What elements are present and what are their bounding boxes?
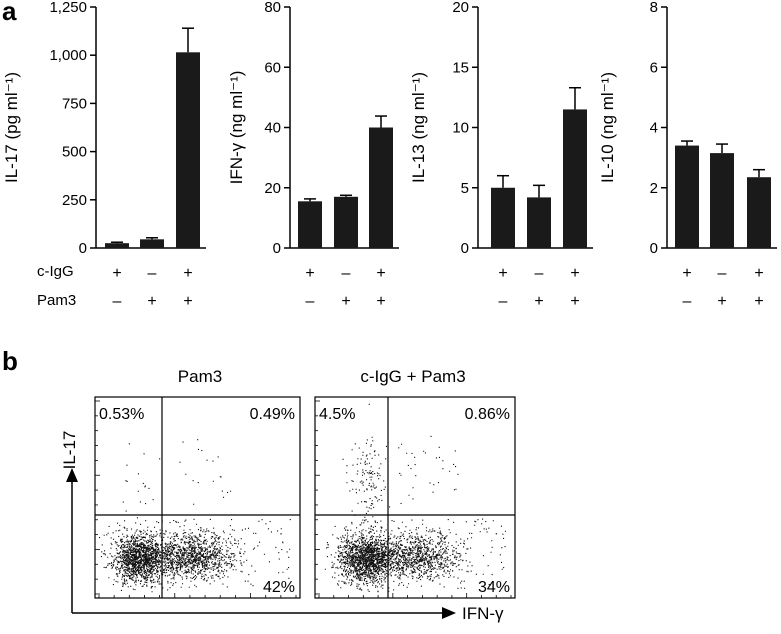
flow-plot-1-upper-right-percent: 0.86% <box>465 406 510 423</box>
bar-chart-2-pam3-sign: + <box>570 293 579 310</box>
bar-chart-3-pam3-sign: + <box>754 293 763 310</box>
flow-y-axis-label: IL-17 <box>60 431 79 470</box>
bar-chart-0-pam3-sign: + <box>147 293 156 310</box>
panel-a-label: a <box>2 0 17 26</box>
flow-plot-0-upper-right-percent: 0.49% <box>250 406 295 423</box>
bar-chart-1-ytick-label: 20 <box>264 180 281 197</box>
bar-chart-0-cigg-sign: + <box>112 265 121 282</box>
bar-chart-2-cigg-sign: – <box>535 265 544 282</box>
bar-chart-0-ytick-label: 250 <box>62 192 87 209</box>
bar-chart-2-bar <box>563 109 587 248</box>
condition-row2-label: Pam3 <box>37 292 76 309</box>
bar-chart-0-cigg-sign: + <box>183 265 192 282</box>
flow-plot-1-upper-left-percent: 4.5% <box>319 406 355 423</box>
flow-x-axis-label: IFN-γ <box>462 604 504 623</box>
bar-chart-3-pam3-sign: + <box>717 293 726 310</box>
bar-chart-3-y-label: IL-10 (ng ml⁻¹) <box>598 72 617 183</box>
bar-chart-3-ytick-label: 0 <box>650 240 658 257</box>
bar-chart-1-y-label: IFN-γ (ng ml⁻¹) <box>227 71 246 185</box>
bar-chart-0-ytick-label: 1,250 <box>49 0 87 16</box>
bar-chart-3-ytick-label: 8 <box>650 0 658 16</box>
bar-chart-1-ytick-label: 0 <box>273 240 281 257</box>
bar-chart-0-ytick-label: 0 <box>79 240 87 257</box>
bar-chart-3-cigg-sign: + <box>754 265 763 282</box>
flow-plot-0-frame <box>94 396 301 599</box>
bar-chart-0-cigg-sign: – <box>148 265 157 282</box>
bar-chart-1-pam3-sign: + <box>376 293 385 310</box>
bar-chart-2-pam3-sign: + <box>534 293 543 310</box>
bar-chart-1-ytick-label: 80 <box>264 0 281 16</box>
flow-title-pam3: Pam3 <box>178 367 222 386</box>
bar-chart-1-ytick-label: 40 <box>264 120 281 137</box>
bar-chart-1-cigg-sign: – <box>342 265 351 282</box>
bar-chart-3-bar <box>675 145 699 248</box>
flow-y-axis-arrowhead <box>66 468 78 482</box>
flow-title-cigg-pam3: c-IgG + Pam3 <box>360 367 465 386</box>
bar-chart-2-cigg-sign: + <box>570 265 579 282</box>
bar-chart-1-ytick-label: 60 <box>264 59 281 76</box>
bar-chart-2-pam3-sign: – <box>499 293 508 310</box>
flow-plot-1-events <box>324 403 506 593</box>
bar-chart-0-bar <box>176 52 200 248</box>
flow-plot-0-lower-right-percent: 42% <box>263 579 295 596</box>
bar-chart-0-bar <box>140 239 164 248</box>
bar-chart-3-ytick-label: 2 <box>650 180 658 197</box>
flow-plot-0-events <box>99 439 291 593</box>
bar-chart-0-ytick-label: 750 <box>62 95 87 112</box>
bar-chart-2-y-label: IL-13 (ng ml⁻¹) <box>409 72 428 183</box>
bar-chart-3-ytick-label: 6 <box>650 59 658 76</box>
bar-chart-3-bar <box>710 153 734 248</box>
bar-chart-0-ytick-label: 500 <box>62 144 87 161</box>
bar-chart-2-cigg-sign: + <box>498 265 507 282</box>
bar-chart-3-ytick-label: 4 <box>650 120 658 137</box>
bar-chart-1-cigg-sign: + <box>305 265 314 282</box>
flow-plot-0-upper-left-percent: 0.53% <box>99 406 144 423</box>
bar-chart-2-bar <box>491 187 515 248</box>
condition-row1-label: c-IgG <box>37 263 74 280</box>
flow-plot-1-frame <box>314 396 516 599</box>
bar-chart-2-ytick-label: 5 <box>461 180 469 197</box>
bar-chart-0-bar <box>105 243 129 248</box>
bar-chart-3-pam3-sign: – <box>683 293 692 310</box>
bar-chart-3-cigg-sign: + <box>682 265 691 282</box>
panel-b-label: b <box>2 346 18 376</box>
bar-chart-1-pam3-sign: – <box>306 293 315 310</box>
bar-chart-0-ytick-label: 1,000 <box>49 47 87 64</box>
bar-chart-2-ytick-label: 15 <box>452 59 469 76</box>
bar-chart-2-ytick-label: 20 <box>452 0 469 16</box>
bar-chart-0-pam3-sign: – <box>113 293 122 310</box>
bar-chart-0-y-label: IL-17 (pg ml⁻¹) <box>2 72 21 183</box>
bar-chart-1-bar <box>334 196 358 248</box>
bar-chart-2-bar <box>527 197 551 248</box>
flow-plot-1-lower-right-percent: 34% <box>478 579 510 596</box>
bar-chart-3-bar <box>747 177 771 248</box>
bar-chart-2-ytick-label: 10 <box>452 120 469 137</box>
bar-chart-0-pam3-sign: + <box>183 293 192 310</box>
bar-chart-1-bar <box>298 201 322 248</box>
bar-chart-3-cigg-sign: – <box>718 265 727 282</box>
bar-chart-1-bar <box>369 127 393 248</box>
bar-chart-1-cigg-sign: + <box>376 265 385 282</box>
bar-chart-1-pam3-sign: + <box>341 293 350 310</box>
flow-x-axis-arrowhead <box>442 607 456 619</box>
bar-chart-2-ytick-label: 0 <box>461 240 469 257</box>
